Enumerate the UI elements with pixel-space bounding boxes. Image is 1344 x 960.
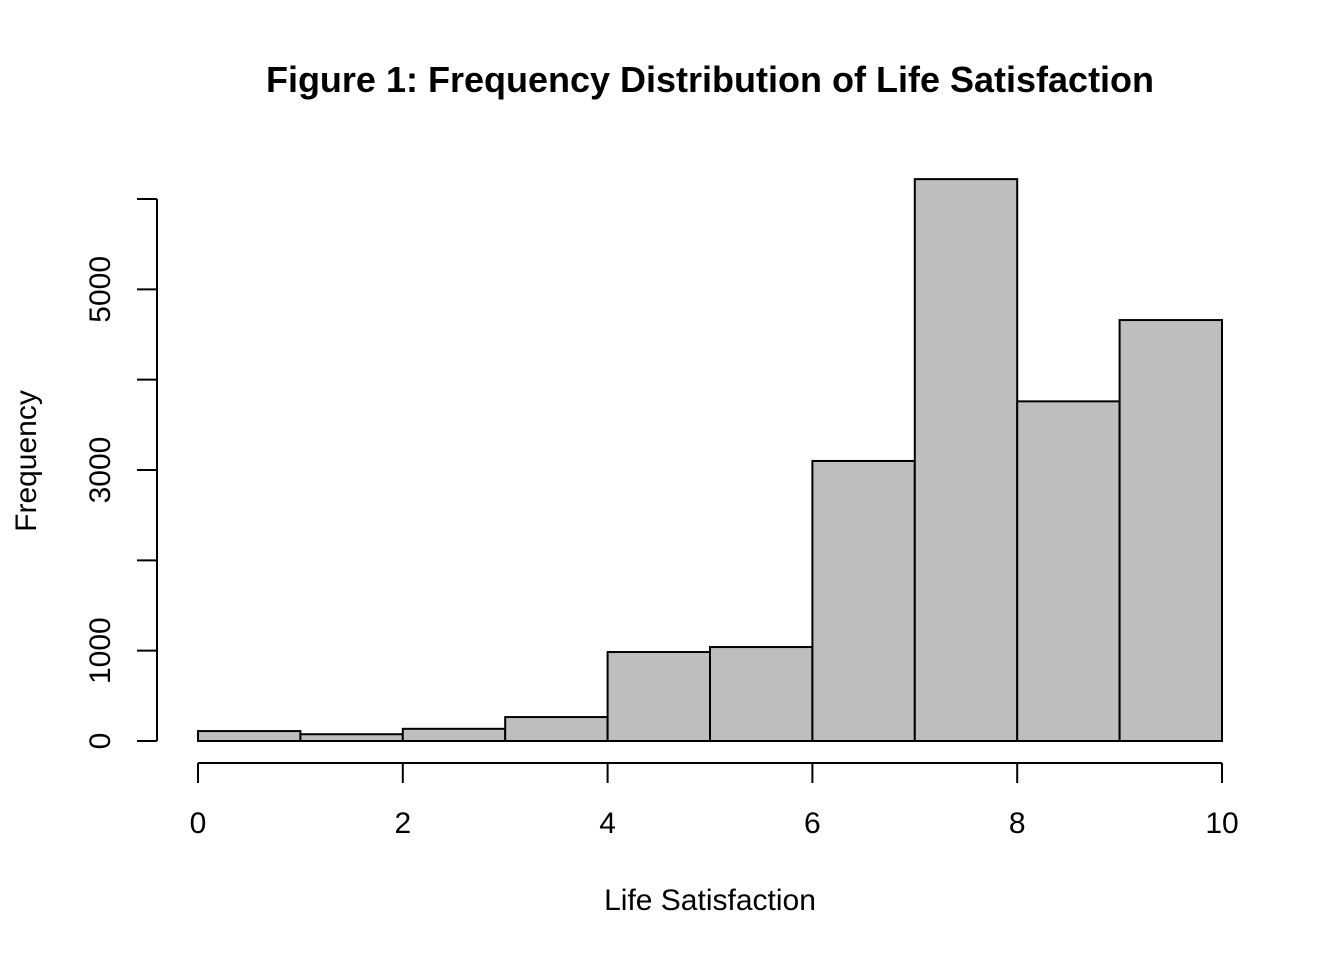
histogram-bar-5-6 (709, 646, 814, 743)
y-tick-label: 1000 (84, 617, 117, 684)
x-tick-label: 10 (1205, 807, 1238, 840)
y-axis: 0 1000 3000 5000 (84, 198, 158, 750)
y-tick-label: 3000 (84, 437, 117, 504)
histogram-bar-0-1 (197, 730, 302, 743)
bars-group (197, 178, 1223, 743)
histogram-bar-2-3 (401, 727, 507, 742)
histogram-bar-8-9 (1016, 400, 1121, 742)
x-tick-label: 8 (1009, 807, 1026, 840)
x-tick-label: 4 (599, 807, 616, 840)
histogram-bar-1-2 (299, 733, 404, 742)
histogram-bar-9-10 (1118, 319, 1223, 742)
x-tick-label: 6 (804, 807, 821, 840)
y-tick-label: 5000 (84, 256, 117, 323)
histogram-bar-6-7 (811, 459, 916, 742)
y-tick-label: 0 (84, 733, 117, 750)
histogram-bar-3-4 (504, 716, 609, 742)
x-axis: 0 2 4 6 8 10 (190, 762, 1239, 840)
x-axis-label: Life Satisfaction (604, 884, 816, 917)
histogram-bar-7-8 (913, 178, 1019, 743)
y-axis-label: Frequency (10, 390, 43, 532)
x-tick-label: 0 (190, 807, 207, 840)
x-tick-label: 2 (394, 807, 411, 840)
histogram-bar-4-5 (606, 651, 711, 742)
chart-title: Figure 1: Frequency Distribution of Life… (266, 59, 1154, 100)
